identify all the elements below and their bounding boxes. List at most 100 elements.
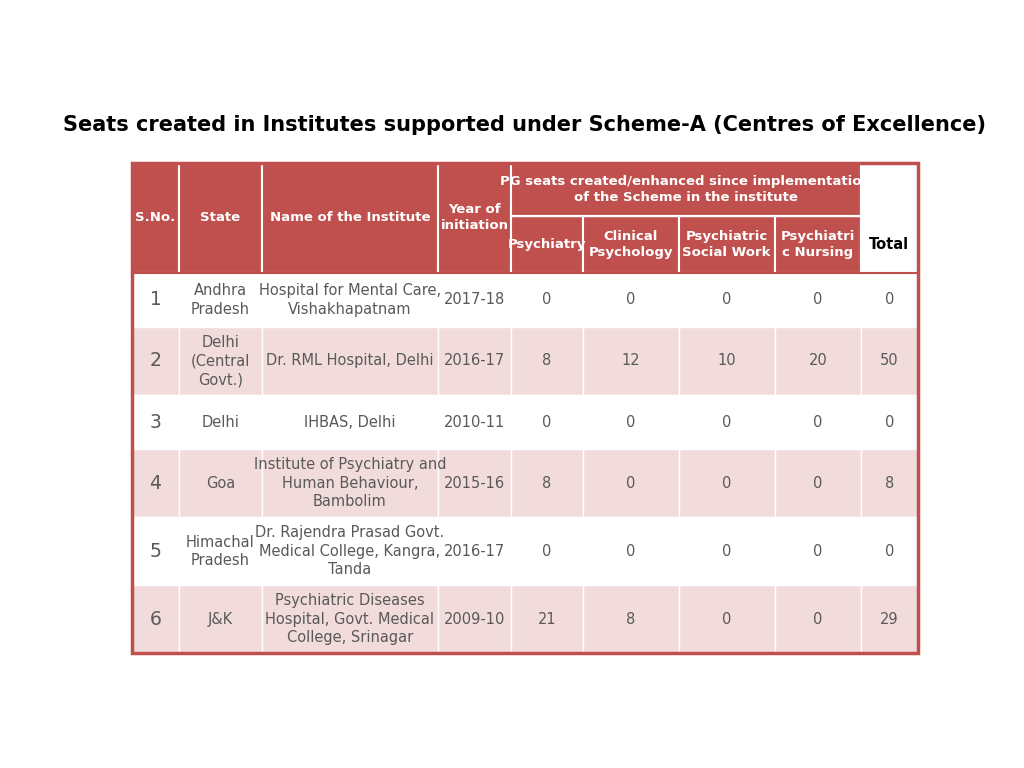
Bar — [511, 449, 583, 518]
Text: 8: 8 — [542, 353, 551, 369]
Bar — [261, 395, 438, 449]
Text: Delhi
(Central
Govt.): Delhi (Central Govt.) — [190, 335, 250, 387]
Bar — [774, 585, 861, 654]
Text: 5: 5 — [150, 542, 162, 561]
Text: Name of the Institute: Name of the Institute — [269, 211, 430, 224]
Bar — [438, 327, 511, 395]
Text: Seats created in Institutes supported under Scheme-A (Centres of Excellence): Seats created in Institutes supported un… — [63, 114, 986, 134]
Text: 0: 0 — [885, 415, 894, 429]
Text: 0: 0 — [722, 415, 731, 429]
Bar — [179, 327, 261, 395]
Text: 0: 0 — [813, 544, 822, 559]
Bar — [132, 327, 179, 395]
Text: 0: 0 — [722, 476, 731, 491]
Bar — [511, 585, 583, 654]
Text: Hospital for Mental Care,
Vishakhapatnam: Hospital for Mental Care, Vishakhapatnam — [259, 283, 441, 316]
Text: Psychiatri
c Nursing: Psychiatri c Nursing — [780, 230, 855, 259]
Bar — [583, 395, 679, 449]
Text: 2009-10: 2009-10 — [443, 612, 505, 627]
Bar — [511, 395, 583, 449]
Bar — [511, 163, 861, 217]
Bar — [774, 395, 861, 449]
Bar — [774, 518, 861, 585]
Bar — [132, 163, 179, 273]
Bar — [583, 585, 679, 654]
Text: 0: 0 — [885, 293, 894, 307]
Bar — [132, 273, 179, 327]
Bar — [438, 585, 511, 654]
Bar — [583, 518, 679, 585]
Text: 2017-18: 2017-18 — [443, 293, 505, 307]
Text: 0: 0 — [542, 415, 552, 429]
Text: 6: 6 — [150, 610, 162, 629]
Text: Institute of Psychiatry and
Human Behaviour,
Bambolim: Institute of Psychiatry and Human Behavi… — [254, 457, 446, 509]
Bar — [679, 273, 774, 327]
Text: 0: 0 — [627, 476, 636, 491]
Bar — [179, 395, 261, 449]
Text: 2015-16: 2015-16 — [444, 476, 505, 491]
Bar — [261, 585, 438, 654]
Text: Dr. Rajendra Prasad Govt.
Medical College, Kangra,
Tanda: Dr. Rajendra Prasad Govt. Medical Colleg… — [255, 525, 444, 578]
Text: 20: 20 — [809, 353, 827, 369]
Bar — [132, 395, 179, 449]
Bar — [261, 273, 438, 327]
Bar — [861, 395, 918, 449]
Bar — [179, 585, 261, 654]
Bar — [679, 585, 774, 654]
Text: 4: 4 — [150, 474, 162, 493]
Text: 29: 29 — [880, 612, 899, 627]
Text: 2010-11: 2010-11 — [443, 415, 505, 429]
Bar — [861, 449, 918, 518]
Bar — [511, 273, 583, 327]
Bar — [261, 327, 438, 395]
Bar — [132, 449, 179, 518]
Bar — [438, 518, 511, 585]
Bar — [679, 449, 774, 518]
Text: 10: 10 — [718, 353, 736, 369]
Text: Total: Total — [869, 237, 909, 252]
Text: 1: 1 — [150, 290, 162, 310]
Bar — [861, 273, 918, 327]
Text: 12: 12 — [622, 353, 640, 369]
Bar — [511, 327, 583, 395]
Text: 0: 0 — [813, 293, 822, 307]
Text: S.No.: S.No. — [135, 211, 176, 224]
Text: 0: 0 — [885, 544, 894, 559]
Text: 2016-17: 2016-17 — [443, 544, 505, 559]
Bar — [861, 327, 918, 395]
Bar — [179, 518, 261, 585]
Bar — [774, 327, 861, 395]
Bar — [132, 585, 179, 654]
Bar — [679, 217, 774, 273]
Bar — [861, 518, 918, 585]
Bar — [261, 449, 438, 518]
Bar — [438, 395, 511, 449]
Text: 0: 0 — [627, 415, 636, 429]
Text: 0: 0 — [722, 293, 731, 307]
Bar — [261, 163, 438, 273]
Text: 8: 8 — [542, 476, 551, 491]
Text: 50: 50 — [880, 353, 899, 369]
Text: 21: 21 — [538, 612, 556, 627]
Text: 0: 0 — [542, 544, 552, 559]
Bar — [583, 327, 679, 395]
Bar — [679, 395, 774, 449]
Text: 0: 0 — [542, 293, 552, 307]
Text: 2016-17: 2016-17 — [443, 353, 505, 369]
Text: Clinical
Psychology: Clinical Psychology — [589, 230, 673, 259]
Text: Andhra
Pradesh: Andhra Pradesh — [190, 283, 250, 316]
Bar — [511, 518, 583, 585]
Text: Delhi: Delhi — [202, 415, 240, 429]
Bar — [438, 449, 511, 518]
Text: 8: 8 — [627, 612, 636, 627]
Bar — [179, 449, 261, 518]
Bar — [774, 449, 861, 518]
Text: 0: 0 — [722, 544, 731, 559]
Text: Goa: Goa — [206, 476, 234, 491]
Bar — [261, 518, 438, 585]
Text: 3: 3 — [150, 412, 162, 432]
Text: 0: 0 — [813, 415, 822, 429]
Text: 2: 2 — [150, 352, 162, 370]
Text: 0: 0 — [722, 612, 731, 627]
Text: Psychiatry: Psychiatry — [508, 238, 586, 251]
